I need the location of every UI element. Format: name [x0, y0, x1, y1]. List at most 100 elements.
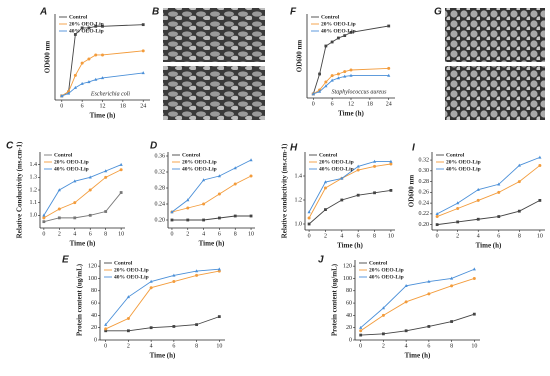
point — [324, 44, 328, 48]
point — [73, 179, 77, 183]
point — [343, 70, 347, 74]
point — [202, 202, 206, 206]
point — [330, 78, 334, 82]
y-tick-label: 1.3 — [30, 175, 38, 181]
point — [307, 216, 311, 220]
panel-label: H — [290, 143, 298, 154]
point — [57, 188, 61, 192]
legend-label: 20% OEO-Lip — [69, 21, 104, 27]
x-axis-label: Time (h) — [150, 352, 176, 360]
point — [472, 267, 476, 271]
point — [119, 191, 123, 194]
legend-label: 20% OEO-Lip — [321, 21, 356, 27]
x-tick-label: 2 — [382, 343, 385, 349]
series-line — [436, 156, 541, 215]
point — [456, 206, 460, 210]
point — [94, 53, 98, 57]
point — [149, 326, 153, 330]
point — [472, 312, 476, 316]
legend-label: 20% OEO-Lip — [319, 159, 354, 165]
panel-label: E — [62, 255, 69, 266]
series-line — [105, 316, 220, 332]
y-axis-label: OD600 nm — [296, 40, 304, 73]
y-tick-label: 1.4 — [295, 173, 303, 179]
x-tick-label: 0 — [436, 233, 439, 239]
point — [80, 61, 84, 65]
point — [324, 84, 328, 88]
point — [141, 23, 145, 27]
point — [126, 316, 130, 320]
point — [88, 175, 92, 179]
point — [126, 295, 131, 299]
point — [149, 279, 153, 283]
point — [172, 273, 176, 277]
y-tick-label: 80 — [91, 288, 97, 294]
point — [450, 284, 454, 288]
point — [337, 36, 340, 40]
series-line — [436, 165, 541, 217]
point — [60, 94, 64, 98]
point — [195, 273, 199, 277]
y-tick-label: 0.32 — [419, 157, 430, 163]
y-tick-label: 120 — [88, 264, 97, 270]
sem-image — [163, 66, 265, 120]
x-tick-label: 4 — [405, 343, 408, 349]
point — [119, 168, 123, 172]
x-tick-label: 10 — [248, 231, 254, 237]
x-tick-label: 0 — [42, 231, 45, 237]
point — [217, 174, 222, 178]
y-tick-label: 0.24 — [155, 201, 166, 207]
series-line — [105, 270, 220, 330]
point — [73, 201, 77, 205]
y-tick-label: 1.2 — [295, 197, 303, 203]
series-line — [313, 75, 389, 95]
point — [88, 188, 92, 192]
x-axis-label: Time (h) — [476, 242, 502, 250]
x-tick-label: 4 — [477, 233, 480, 239]
point — [359, 333, 363, 337]
point — [318, 72, 321, 76]
x-tick-label: 2 — [127, 343, 130, 349]
x-tick-label: 18 — [367, 101, 373, 107]
x-tick-label: 2 — [324, 233, 327, 239]
point — [427, 325, 431, 328]
y-tick-label: 100 — [88, 276, 97, 282]
point — [476, 198, 480, 202]
y-tick-label: 0.20 — [155, 217, 166, 223]
x-tick-label: 2 — [58, 231, 61, 237]
point — [517, 180, 521, 184]
legend-label: Control — [321, 14, 340, 20]
point — [194, 269, 199, 273]
x-tick-label: 6 — [81, 103, 84, 109]
point — [538, 199, 542, 202]
point — [80, 26, 84, 30]
point — [404, 284, 408, 288]
legend-label: Control — [369, 260, 388, 266]
y-tick-label: 0.22 — [419, 211, 430, 217]
point — [517, 209, 521, 213]
point — [343, 34, 347, 37]
point — [356, 168, 360, 172]
panel-label: I — [412, 143, 415, 154]
point — [170, 218, 174, 222]
x-tick-label: 24 — [140, 103, 146, 109]
x-tick-label: 24 — [386, 101, 392, 107]
point — [476, 187, 480, 191]
y-tick-label: 40 — [346, 313, 352, 319]
point — [100, 76, 105, 80]
point — [497, 215, 501, 218]
y-tick-label: 80 — [346, 288, 352, 294]
point — [427, 279, 431, 283]
point — [57, 216, 61, 220]
y-tick-label: 0.30 — [419, 168, 430, 174]
point — [323, 180, 328, 184]
x-tick-label: 12 — [100, 103, 106, 109]
point — [330, 40, 334, 44]
point — [249, 214, 253, 218]
point — [324, 208, 327, 211]
x-tick-label: 8 — [234, 231, 237, 237]
y-axis-label: Relative conductivity (ms.cm-1) — [281, 143, 289, 238]
point — [450, 320, 453, 323]
y-tick-label: 0.32 — [155, 169, 166, 175]
point — [233, 214, 237, 218]
